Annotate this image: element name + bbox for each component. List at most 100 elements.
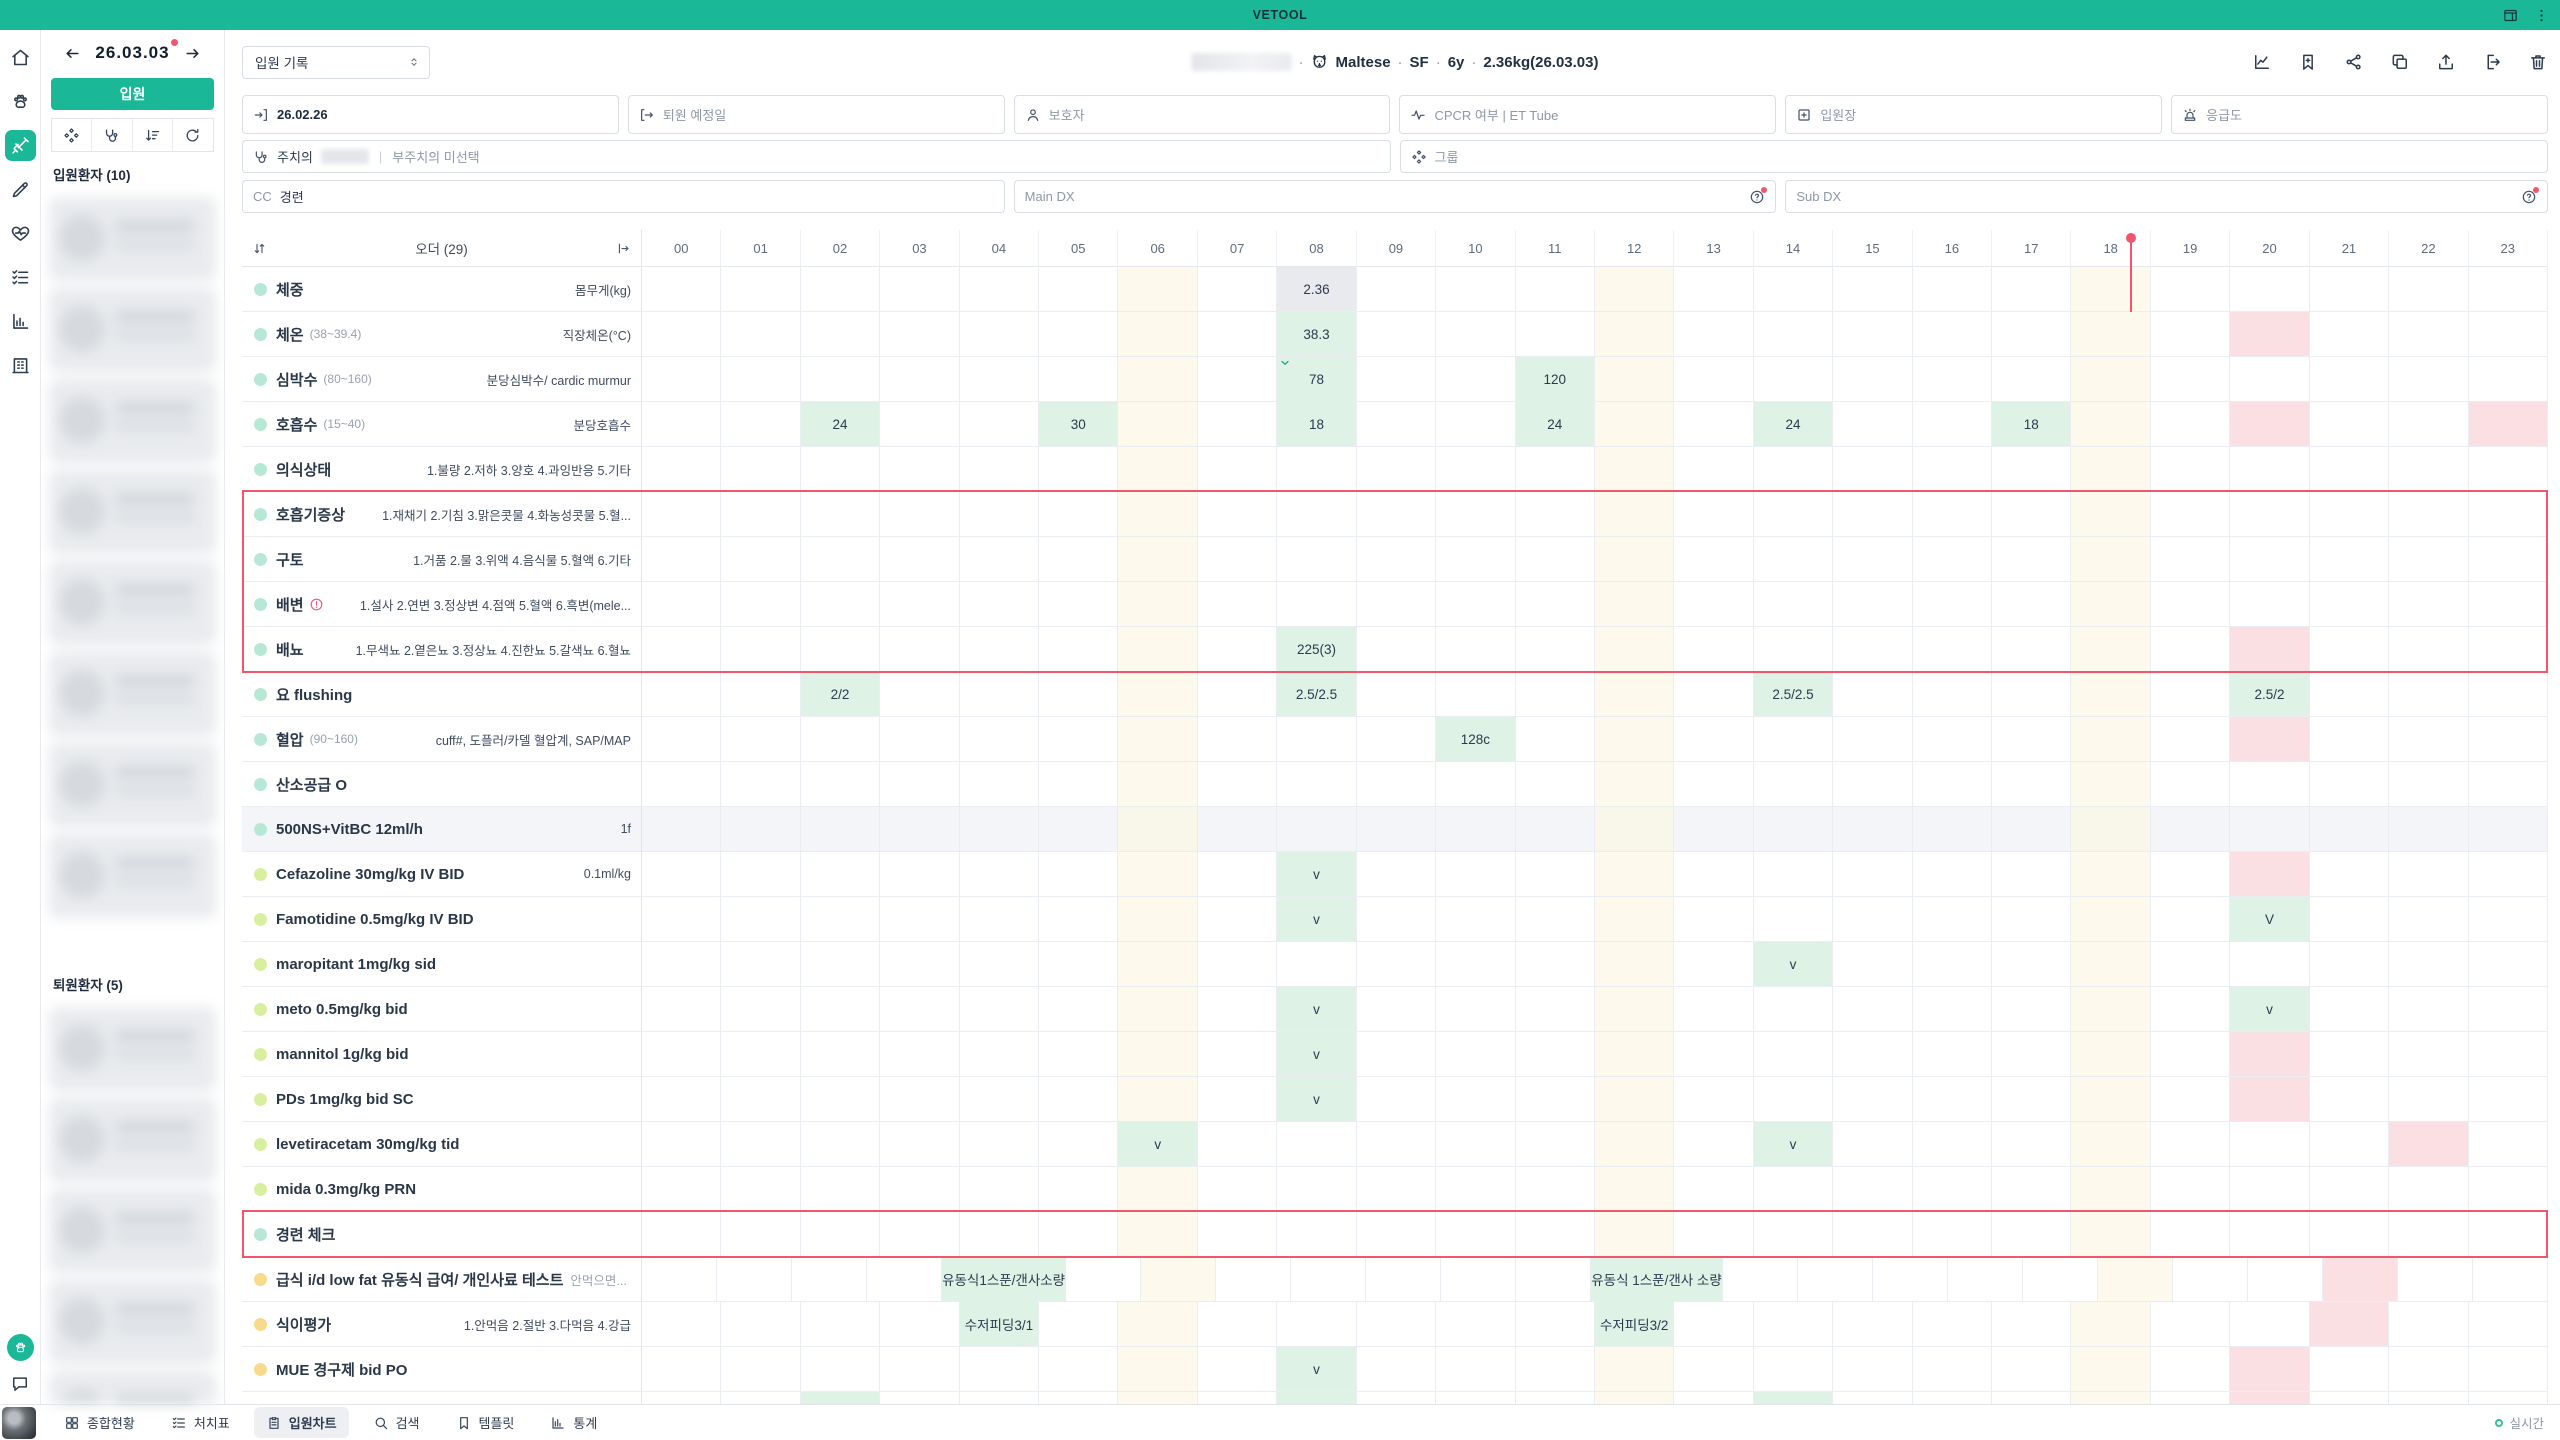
grid-cell[interactable] [1594,672,1675,717]
grid-cell[interactable] [1594,402,1675,447]
grid-cell[interactable] [1753,312,1834,357]
grid-cell[interactable] [2389,1392,2469,1404]
tab-입원차트[interactable]: 입원차트 [253,1407,349,1438]
grid-cell[interactable] [1594,312,1675,357]
grid-cell[interactable] [2150,1167,2231,1212]
grid-cell[interactable] [800,1392,881,1404]
grid-cell[interactable] [1912,492,1993,537]
grid-cell[interactable] [959,1032,1040,1077]
order-column-header[interactable]: 오더 (29) [242,230,642,267]
grid-cell[interactable] [2230,1032,2310,1077]
grid-cell[interactable] [2071,762,2151,807]
grid-cell[interactable] [2389,942,2469,987]
cpcr-field[interactable]: CPCR 여부 | ET Tube [1399,95,1777,134]
grid-cell[interactable] [1436,1122,1516,1167]
grid-cell[interactable] [642,627,722,672]
grid-cell[interactable] [1277,537,1357,582]
grid-cell[interactable] [1118,1167,1198,1212]
grid-cell[interactable] [1594,267,1675,312]
grid-cell[interactable] [1674,897,1754,942]
grid-cell[interactable] [959,1347,1040,1392]
discharge-date-field[interactable]: 퇴원 예정일 [627,95,1005,134]
grid-cell[interactable] [1118,1077,1198,1122]
grid-cell[interactable] [2071,717,2151,762]
grid-cell[interactable] [1753,852,1834,897]
grid-cell[interactable] [1515,852,1595,897]
grid-cell[interactable] [1277,1392,1357,1404]
grid-cell[interactable] [1674,1032,1754,1077]
grid-cell[interactable] [1039,1032,1119,1077]
grid-cell[interactable] [1594,1167,1675,1212]
grid-cell[interactable] [2469,1392,2548,1404]
grid-cell[interactable] [2150,807,2231,852]
grid-cell[interactable]: 유동식 1스푼/갠사 소량 [1591,1257,1723,1302]
grid-cell[interactable] [2468,537,2548,582]
grid-cell[interactable] [2230,717,2310,762]
grid-cell[interactable] [2022,1257,2098,1302]
grid-cell[interactable] [721,942,801,987]
grid-cell[interactable] [1833,897,1913,942]
patient-card-blurred[interactable] [49,561,216,645]
grid-cell[interactable] [1436,807,1516,852]
grid-cell[interactable] [1594,1347,1675,1392]
grid-cell[interactable] [1992,717,2072,762]
grid-cell[interactable] [880,357,960,402]
grid-cell[interactable] [721,582,801,627]
tool-diamonds-button[interactable] [52,119,93,151]
grid-cell[interactable] [1872,1257,1948,1302]
grid-cell[interactable] [1833,582,1913,627]
grid-cell[interactable] [1992,1077,2072,1122]
grid-cell[interactable] [1912,1212,1993,1257]
grid-cell[interactable] [2071,1212,2151,1257]
grid-cell[interactable] [1992,1122,2072,1167]
grid-cell[interactable] [1515,672,1595,717]
grid-cell[interactable] [1516,1392,1595,1404]
order-label-cell[interactable]: 급식 i/d low fat 유동식 급여/ 개인사료 테스트 안먹으면... [242,1257,642,1302]
grid-cell[interactable] [721,1302,801,1347]
grid-cell[interactable] [1674,492,1754,537]
grid-cell[interactable] [1753,1077,1834,1122]
grid-cell[interactable] [1833,987,1913,1032]
sign-out-icon[interactable] [2482,52,2502,72]
rail-item-paw[interactable] [5,86,36,117]
order-label-cell[interactable]: 호흡기증상 1.재채기 2.기침 3.맑은콧물 4.화농성콧물 5.혈... [242,492,642,537]
grid-cell[interactable] [2468,267,2548,312]
grid-cell[interactable] [1594,357,1675,402]
grid-cell[interactable]: v [1277,897,1357,942]
grid-cell[interactable] [1833,1392,1913,1404]
grid-cell[interactable]: v [1277,987,1357,1032]
grid-cell[interactable] [880,492,960,537]
grid-cell[interactable] [1674,1167,1754,1212]
order-label-cell[interactable]: 심박수 (80~160) 분당심박수/ cardic murmur [242,357,642,402]
grid-cell[interactable] [959,357,1040,402]
grid-cell[interactable] [1436,672,1516,717]
grid-cell[interactable] [1356,672,1437,717]
grid-cell[interactable] [1912,312,1993,357]
patient-card-blurred[interactable] [49,1189,216,1273]
grid-cell[interactable] [1833,402,1913,447]
grid-cell[interactable] [642,402,722,447]
grid-cell[interactable] [1357,1392,1437,1404]
grid-cell[interactable] [880,402,960,447]
grid-cell[interactable] [880,1392,960,1404]
sub-dx-field[interactable]: Sub DX [1785,180,2549,213]
grid-cell[interactable] [642,897,722,942]
grid-cell[interactable] [2309,852,2390,897]
guardian-field[interactable]: 보호자 [1013,95,1391,134]
grid-cell[interactable] [959,1167,1040,1212]
grid-cell[interactable] [1436,1392,1516,1404]
order-label-cell[interactable]: levetiracetam 30mg/kg tid [242,1122,642,1167]
grid-cell[interactable] [959,942,1040,987]
grid-cell[interactable] [1912,402,1993,447]
grid-cell[interactable] [1197,582,1278,627]
grid-cell[interactable] [1436,1212,1516,1257]
grid-cell[interactable] [1992,1347,2072,1392]
grid-cell[interactable] [1912,537,1993,582]
grid-cell[interactable] [2071,537,2151,582]
grid-cell[interactable] [1356,402,1437,447]
grid-cell[interactable] [1039,537,1119,582]
grid-cell[interactable] [2309,537,2390,582]
grid-cell[interactable] [2389,267,2469,312]
grid-cell[interactable] [2230,267,2310,312]
group-field[interactable]: 그룹 [1399,140,2548,173]
